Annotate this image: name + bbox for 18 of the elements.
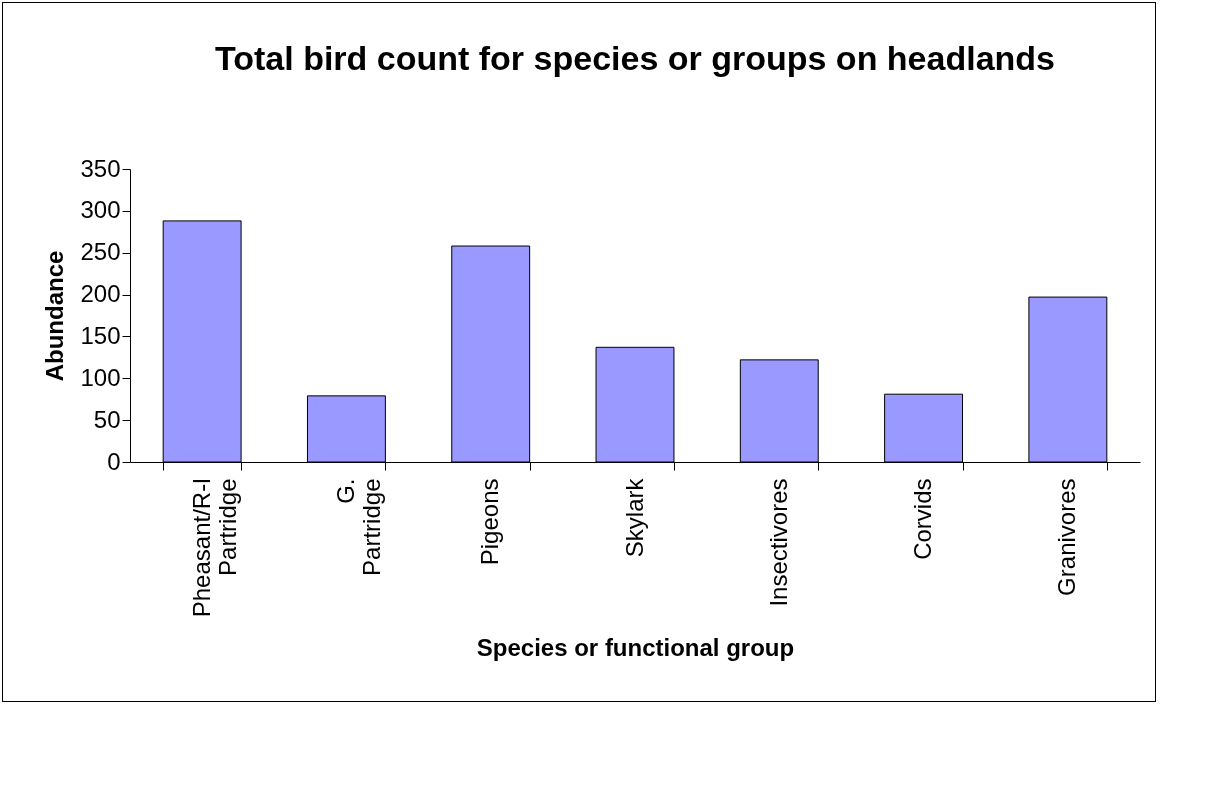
x-tick-label: Pheasant/R-l Partridge [187,478,241,618]
x-axis-title: Species or functional group [476,634,795,662]
x-tick-label: Skylark [620,477,648,558]
y-axis-title: Abundance [41,250,69,382]
y-tick-label: 200 [80,280,121,308]
x-tick-label: Pigeons [476,478,504,566]
x-tick-label: G. Partridge [331,478,385,576]
chart-title: Total bird count for species or groups on headlands [214,39,1056,77]
y-tick-label: 350 [80,154,121,182]
x-tick-label: Insectivores [764,478,792,607]
x-tick-label: Corvids [909,478,937,560]
y-tick-label: 50 [93,405,121,433]
y-tick-label: 250 [80,238,121,266]
y-tick-label: 0 [107,447,121,475]
y-tick-label: 300 [80,196,121,224]
y-tick-label: 100 [80,363,121,391]
x-tick-label: Granivores [1053,478,1081,596]
y-tick-label: 150 [80,321,121,349]
